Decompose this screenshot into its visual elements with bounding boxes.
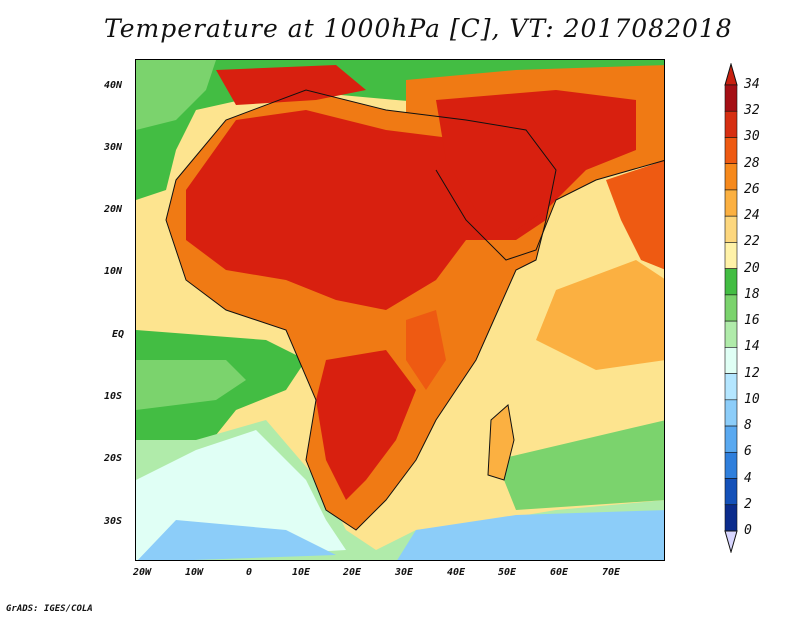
colorbar-level-label: 20 (744, 260, 760, 276)
colorbar-box (724, 373, 738, 401)
lat-label: 40N (104, 80, 123, 91)
colorbar-box (724, 425, 738, 453)
east-africa-warm (406, 310, 446, 390)
colorbar-level-label: 18 (744, 286, 760, 302)
madagascar (488, 405, 514, 480)
far-south-cold (137, 520, 336, 560)
lon-label: 60E (550, 567, 569, 578)
colorbar-level-label: 34 (744, 77, 760, 92)
colorbar-under-triangle (724, 530, 738, 553)
lat-label: EQ (112, 329, 125, 340)
colorbar-box (724, 451, 738, 479)
colorbar-box (724, 294, 738, 322)
lon-label: 10W (185, 567, 204, 578)
colorbar-box (724, 110, 738, 138)
lon-label: 70E (602, 567, 621, 578)
lat-label: 30S (104, 516, 123, 527)
lon-label: 40E (447, 567, 466, 578)
lon-label: 30E (395, 567, 414, 578)
arabia-coastline (435, 160, 664, 261)
colorbar-level-label: 4 (744, 470, 752, 486)
colorbar-level-label: 10 (744, 391, 760, 407)
lat-label: 30N (104, 142, 123, 153)
grads-credit: GrADS: IGES/COLA (6, 604, 93, 614)
colorbar-box (724, 189, 738, 217)
lon-label: 0 (246, 567, 253, 578)
colorbar-level-label: 30 (744, 129, 760, 145)
lon-label: 20E (343, 567, 362, 578)
colorbar-box (724, 242, 738, 269)
colorbar-level-label: 6 (744, 444, 752, 460)
arabian-sea-warm (536, 260, 664, 370)
lon-label: 50E (498, 567, 517, 578)
africa-coastline (165, 89, 557, 531)
lat-label: 20N (104, 204, 123, 215)
lat-label: 10S (104, 391, 123, 402)
colorbar-box (724, 215, 738, 243)
colorbar-over-triangle (724, 63, 738, 86)
colorbar-level-label: 32 (744, 103, 760, 119)
colorbar-level-label: 0 (744, 523, 752, 538)
colorbar-level-label: 28 (744, 155, 760, 171)
colorbar-level-label: 2 (744, 496, 752, 512)
arabia-hot-core (436, 90, 636, 230)
colorbar (724, 63, 738, 553)
lon-label: 10E (292, 567, 311, 578)
temperature-field (136, 60, 664, 560)
southern-africa-hot (316, 350, 416, 500)
lat-label: 10N (104, 266, 123, 277)
madagascar-coastline (487, 404, 515, 481)
colorbar-box (724, 84, 738, 112)
indian-ocean-green (496, 420, 664, 510)
atlantic-green-zone (136, 60, 216, 130)
colorbar-box (724, 347, 738, 374)
colorbar-level-label: 8 (744, 418, 752, 434)
temperature-map (135, 59, 665, 561)
colorbar-level-label: 16 (744, 313, 760, 329)
colorbar-box (724, 320, 738, 348)
colorbar-level-label: 24 (744, 208, 760, 224)
colorbar-level-label: 26 (744, 181, 760, 197)
colorbar-box (724, 137, 738, 165)
lat-label: 20S (104, 453, 123, 464)
south-atlantic-light-green (136, 360, 246, 410)
map-title: Temperature at 1000hPa [C], VT: 20170820… (104, 14, 733, 43)
colorbar-level-label: 14 (744, 339, 760, 355)
colorbar-box (724, 268, 738, 296)
colorbar-box (724, 478, 738, 506)
lon-label: 20W (133, 567, 152, 578)
colorbar-level-label: 22 (744, 234, 760, 250)
colorbar-level-label: 12 (744, 365, 760, 381)
indian-ocean-cold (397, 510, 664, 560)
colorbar-box (724, 399, 738, 427)
colorbar-box (724, 163, 738, 191)
india-landmass (606, 160, 664, 270)
colorbar-box (724, 504, 738, 532)
iberia-hot (216, 65, 366, 105)
